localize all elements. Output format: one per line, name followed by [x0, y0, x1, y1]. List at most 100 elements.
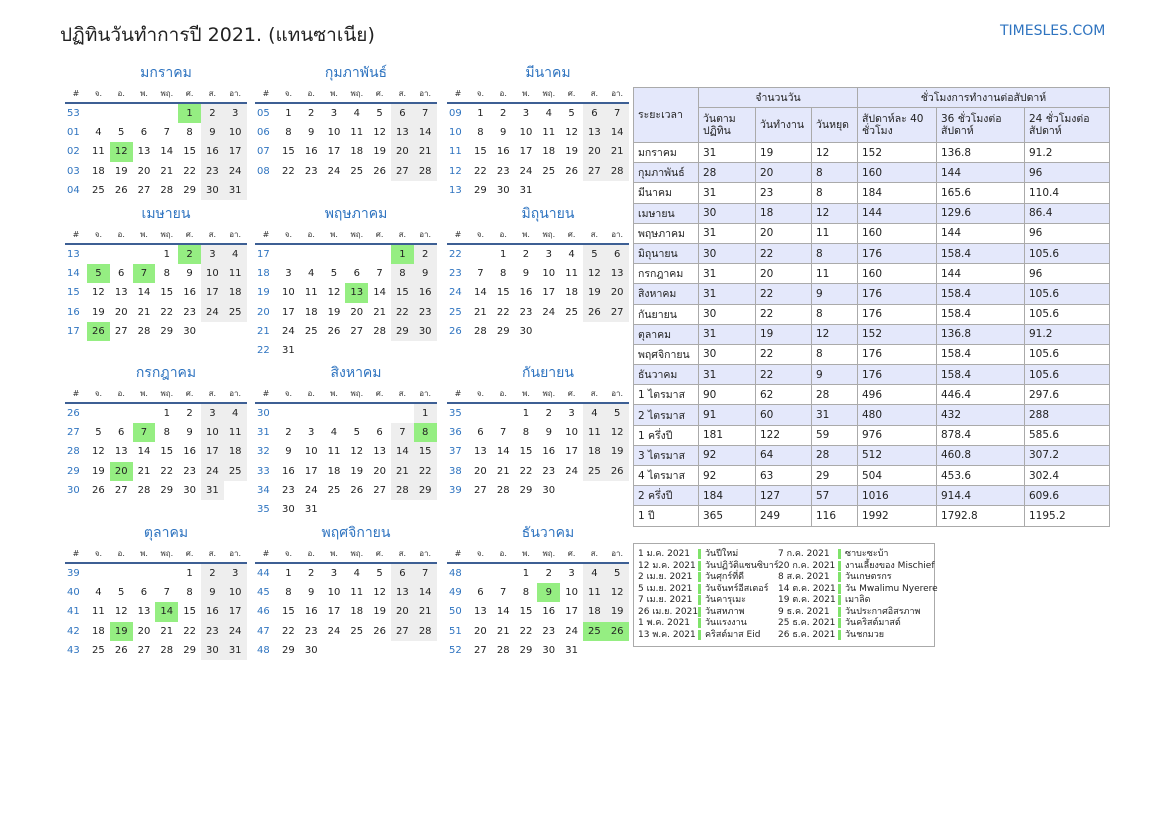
day-cell[interactable]: 18 — [327, 465, 341, 477]
day-cell[interactable]: 20 — [390, 602, 414, 622]
day-cell[interactable]: 24 — [200, 461, 224, 481]
day-cell[interactable]: 24 — [282, 325, 295, 337]
day-cell[interactable]: 12 — [92, 287, 105, 299]
day-cell[interactable]: 26 — [373, 165, 386, 177]
day-cell[interactable]: 13 — [605, 264, 629, 284]
day-cell[interactable]: 31 — [223, 640, 247, 660]
day-cell[interactable]: 18 — [92, 625, 105, 637]
day-cell[interactable]: 2 — [200, 104, 224, 124]
day-cell[interactable]: 14 — [605, 123, 629, 143]
day-cell[interactable]: 17 — [519, 146, 533, 158]
day-cell[interactable]: 6 — [390, 564, 414, 584]
day-cell[interactable]: 24 — [200, 302, 224, 322]
day-cell[interactable]: 5 — [605, 404, 629, 424]
day-cell[interactable]: 3 — [223, 564, 247, 584]
day-cell[interactable]: 16 — [304, 146, 318, 158]
day-cell[interactable]: 10 — [565, 427, 578, 439]
day-cell[interactable]: 19 — [373, 146, 386, 158]
day-cell[interactable]: 10 — [282, 287, 295, 299]
day-cell[interactable]: 1 — [186, 568, 193, 579]
day-cell[interactable]: 29 — [183, 184, 196, 196]
day-cell[interactable]: 1 — [390, 245, 414, 265]
day-cell[interactable]: 11 — [350, 127, 364, 139]
day-cell[interactable]: 30 — [200, 180, 224, 200]
day-cell[interactable]: 7 — [500, 427, 507, 439]
day-cell[interactable]: 21 — [390, 461, 414, 481]
day-cell[interactable]: 12 — [114, 606, 128, 618]
day-cell[interactable]: 16 — [542, 446, 556, 458]
day-cell[interactable]: 11 — [223, 423, 247, 443]
day-cell[interactable]: 13 — [373, 446, 386, 458]
day-cell[interactable]: 11 — [582, 583, 606, 603]
day-cell[interactable]: 22 — [183, 625, 196, 637]
day-cell[interactable]: 14 — [413, 123, 437, 143]
day-cell[interactable]: 21 — [160, 165, 174, 177]
day-cell[interactable]: 20 — [474, 465, 487, 477]
day-cell[interactable]: 3 — [545, 249, 552, 260]
day-cell[interactable]: 12 — [350, 446, 364, 458]
day-cell[interactable]: 29 — [519, 484, 533, 496]
day-cell[interactable]: 9 — [522, 268, 530, 280]
day-cell[interactable]: 12 — [109, 142, 133, 162]
day-cell[interactable]: 11 — [304, 287, 318, 299]
day-cell[interactable]: 8 — [163, 268, 170, 280]
day-cell[interactable]: 7 — [163, 587, 170, 599]
day-cell[interactable]: 22 — [282, 165, 295, 177]
day-cell[interactable]: 9 — [186, 427, 193, 439]
day-cell[interactable]: 25 — [92, 644, 105, 656]
day-cell[interactable]: 8 — [477, 127, 484, 139]
day-cell[interactable]: 9 — [308, 127, 315, 139]
day-cell[interactable]: 24 — [519, 165, 533, 177]
day-cell[interactable]: 30 — [413, 321, 437, 341]
day-cell[interactable]: 14 — [413, 583, 437, 603]
day-cell[interactable]: 10 — [542, 268, 556, 280]
day-cell[interactable]: 15 — [519, 446, 533, 458]
day-cell[interactable]: 20 — [582, 142, 606, 162]
day-cell[interactable]: 30 — [183, 484, 196, 496]
day-cell[interactable]: 22 — [183, 165, 196, 177]
day-cell[interactable]: 10 — [200, 264, 224, 284]
day-cell[interactable]: 11 — [542, 127, 556, 139]
day-cell[interactable]: 9 — [186, 268, 193, 280]
day-cell[interactable]: 6 — [376, 427, 383, 439]
day-cell[interactable]: 24 — [223, 161, 247, 181]
day-cell[interactable]: 2 — [178, 245, 201, 265]
day-cell[interactable]: 16 — [413, 283, 437, 303]
day-cell[interactable]: 20 — [390, 142, 414, 162]
day-cell[interactable]: 21 — [496, 625, 510, 637]
day-cell[interactable]: 23 — [304, 165, 318, 177]
day-cell[interactable]: 4 — [568, 249, 575, 260]
day-cell[interactable]: 8 — [522, 587, 530, 599]
day-cell[interactable]: 29 — [160, 484, 174, 496]
day-cell[interactable]: 21 — [413, 142, 437, 162]
day-cell[interactable]: 4 — [353, 108, 360, 119]
day-cell[interactable]: 22 — [519, 625, 533, 637]
day-cell[interactable]: 18 — [582, 442, 606, 462]
day-cell[interactable]: 13 — [114, 446, 128, 458]
day-cell[interactable]: 21 — [496, 465, 510, 477]
day-cell[interactable]: 21 — [137, 306, 151, 318]
day-cell[interactable]: 4 — [353, 568, 360, 579]
day-cell[interactable]: 25 — [350, 625, 364, 637]
day-cell[interactable]: 13 — [137, 146, 151, 158]
day-cell[interactable]: 7 — [132, 264, 156, 284]
day-cell[interactable]: 14 — [155, 602, 179, 622]
day-cell[interactable]: 28 — [605, 161, 629, 181]
day-cell[interactable]: 11 — [582, 423, 606, 443]
day-cell[interactable]: 24 — [542, 306, 556, 318]
day-cell[interactable]: 26 — [565, 165, 578, 177]
day-cell[interactable]: 13 — [390, 583, 414, 603]
day-cell[interactable]: 30 — [542, 644, 556, 656]
day-cell[interactable]: 14 — [496, 446, 510, 458]
day-cell[interactable]: 27 — [605, 302, 629, 322]
day-cell[interactable]: 5 — [95, 427, 102, 439]
day-cell[interactable]: 14 — [137, 287, 151, 299]
day-cell[interactable]: 25 — [350, 165, 364, 177]
day-cell[interactable]: 6 — [353, 268, 360, 280]
day-cell[interactable]: 14 — [390, 442, 414, 462]
day-cell[interactable]: 8 — [500, 268, 507, 280]
day-cell[interactable]: 17 — [542, 287, 556, 299]
day-cell[interactable]: 15 — [160, 287, 174, 299]
day-cell[interactable]: 9 — [545, 427, 552, 439]
day-cell[interactable]: 28 — [496, 644, 510, 656]
